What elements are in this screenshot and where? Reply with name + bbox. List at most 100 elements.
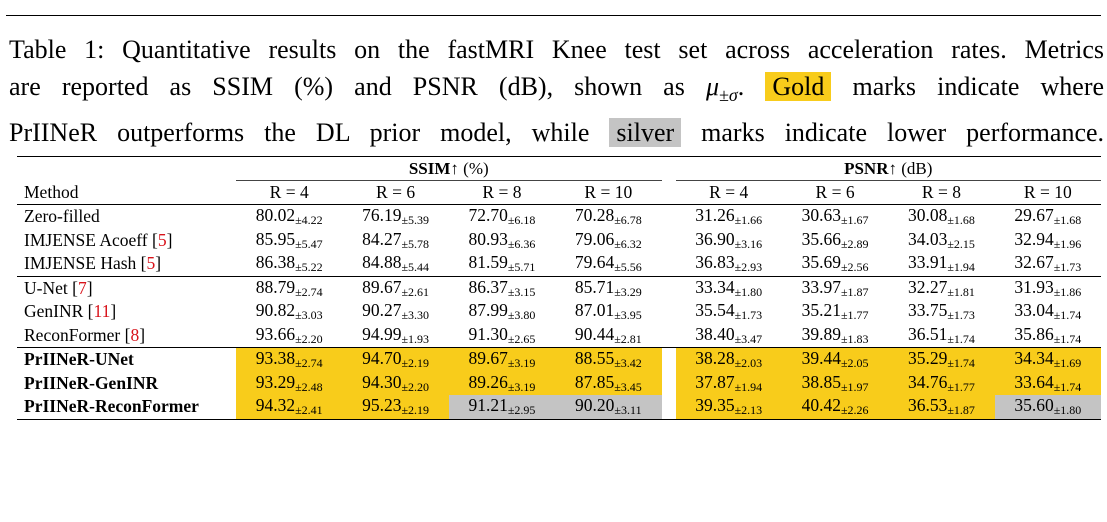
mean-value: 72.70 <box>468 205 508 226</box>
mean-value: 93.38 <box>255 348 296 369</box>
mean-value: 76.19 <box>362 205 402 226</box>
psnr-cell: 30.08±1.68 <box>888 205 994 229</box>
std-value: ±2.41 <box>295 403 323 418</box>
std-value: ±1.94 <box>734 379 763 394</box>
empty-corner <box>17 157 236 181</box>
ssim-cell: 79.64±5.56 <box>555 252 661 276</box>
group-gap <box>661 395 676 420</box>
mean-value: 90.44 <box>574 323 615 344</box>
mean-value: 70.28 <box>574 205 615 226</box>
citation-link[interactable]: 5 <box>157 229 167 250</box>
std-value: ±5.39 <box>401 213 430 228</box>
top-rule <box>6 15 1101 16</box>
ssim-cell: 76.19±5.39 <box>342 205 448 229</box>
std-value: ±1.83 <box>840 331 869 346</box>
psnr-cell: 38.85±1.97 <box>781 371 889 395</box>
citation-link[interactable]: 7 <box>77 277 87 298</box>
table-row: Zero-filled 80.02±4.22 76.19±5.39 72.70±6.1… <box>17 205 1101 229</box>
std-value: ±3.45 <box>614 379 642 394</box>
mean-value: 85.95 <box>255 228 296 249</box>
citation-link[interactable]: 11 <box>93 301 111 322</box>
mean-value: 33.75 <box>907 300 948 321</box>
method-header: Method <box>17 180 236 205</box>
mean-value: 91.21 <box>468 395 508 416</box>
std-value: ±1.80 <box>734 284 763 299</box>
psnr-cell: 35.86±1.74 <box>995 324 1101 348</box>
table-row: PrIINeR-ReconFormer 94.32±2.41 95.23±2.19 9… <box>17 395 1101 420</box>
psnr-cell: 36.83±2.93 <box>676 252 782 276</box>
method-name: PrIINeR-UNet <box>17 347 236 372</box>
method-label: U-Net <box>24 277 68 298</box>
std-value: ±3.16 <box>734 236 763 251</box>
std-value: ±1.69 <box>1053 356 1082 371</box>
std-value: ±3.11 <box>614 403 642 418</box>
mean-value: 84.88 <box>362 252 402 273</box>
mean-value: 79.64 <box>574 252 615 273</box>
mean-value: 33.34 <box>695 276 735 297</box>
std-value: ±5.56 <box>614 260 642 275</box>
psnr-cell: 33.97±1.87 <box>781 275 889 300</box>
psnr-cell: 33.64±1.74 <box>994 371 1101 395</box>
std-value: ±5.44 <box>401 260 430 275</box>
mean-value: 88.55 <box>574 348 615 369</box>
silver-legend-swatch: silver <box>609 118 682 148</box>
ssim-cell: 90.20±3.11 <box>555 395 662 420</box>
std-value: ±1.81 <box>947 284 975 299</box>
mean-value: 91.30 <box>468 323 508 344</box>
ssim-cell: 88.55±3.42 <box>555 347 662 372</box>
mean-value: 87.01 <box>574 300 615 321</box>
mean-value: 87.85 <box>574 371 615 392</box>
std-value: ±1.94 <box>947 260 975 275</box>
mean-value: 35.86 <box>1014 323 1054 344</box>
ssim-cell: 94.99±1.93 <box>342 324 448 348</box>
psnr-cell: 32.27±1.81 <box>888 275 995 300</box>
citation-link[interactable]: 8 <box>130 324 140 345</box>
mean-value: 31.26 <box>695 205 735 226</box>
psnr-cell: 38.40±3.47 <box>676 324 782 348</box>
psnr-cell: 39.44±2.05 <box>781 347 889 372</box>
psnr-cell: 30.63±1.67 <box>782 205 888 229</box>
mean-value: 33.64 <box>1014 371 1054 392</box>
mean-value: 35.29 <box>907 348 948 369</box>
method-name: Zero-filled <box>17 205 236 229</box>
std-value: ±2.26 <box>840 403 869 418</box>
psnr-cell: 34.03±2.15 <box>888 229 994 253</box>
std-value: ±3.80 <box>507 308 536 323</box>
mean-value: 36.53 <box>907 395 948 416</box>
std-value: ±1.77 <box>840 308 869 323</box>
psnr-cell: 34.76±1.77 <box>888 371 995 395</box>
std-value: ±2.19 <box>401 356 430 371</box>
std-value: ±3.47 <box>734 331 763 346</box>
caption-line-2: are reported as SSIM (%) and PSNR (dB), … <box>9 68 1104 114</box>
std-value: ±2.61 <box>401 284 430 299</box>
std-value: ±1.86 <box>1053 284 1082 299</box>
method-label: GenINR <box>24 301 84 322</box>
mean-value: 89.67 <box>468 348 508 369</box>
std-value: ±2.20 <box>295 331 323 346</box>
ssim-cell: 87.01±3.95 <box>555 300 661 324</box>
mean-value: 90.27 <box>362 300 402 321</box>
std-value: ±2.74 <box>295 284 323 299</box>
std-value: ±1.74 <box>947 331 975 346</box>
ssim-cell: 89.67±3.19 <box>448 347 556 372</box>
psnr-cell: 36.53±1.87 <box>888 395 995 420</box>
mean-value: 39.89 <box>801 323 841 344</box>
mean-value: 90.20 <box>575 395 615 416</box>
std-value: ±6.36 <box>507 236 536 251</box>
group-gap <box>661 275 676 300</box>
mean-value: 80.02 <box>255 205 296 226</box>
gold-legend-swatch: Gold <box>765 72 832 101</box>
method-name: GenINR [11] <box>24 301 117 322</box>
mean-value: 30.63 <box>801 205 841 226</box>
ssim-cell: 95.23±2.19 <box>342 395 449 420</box>
citation-link[interactable]: 5 <box>146 253 156 274</box>
ssim-cell: 93.66±2.20 <box>236 324 342 348</box>
group-gap <box>662 300 676 324</box>
psnr-unit: (dB) <box>896 158 933 178</box>
ssim-cell: 85.71±3.29 <box>555 275 662 300</box>
caption-text: marks indicate where <box>852 72 1105 101</box>
group-gap <box>661 180 676 205</box>
ssim-col-header: R = 6 <box>342 180 449 205</box>
psnr-cell: 39.35±2.13 <box>675 395 782 420</box>
std-value: ±1.77 <box>947 379 975 394</box>
